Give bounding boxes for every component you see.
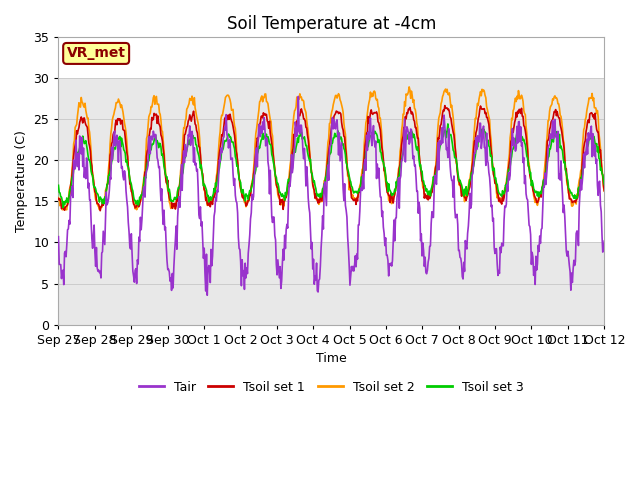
Tair [399, 150, 407, 156]
Tsoil set 3 [59, 204, 67, 210]
Tsoil set 2 [58, 207, 66, 213]
Tsoil set 3 [415, 148, 422, 154]
Y-axis label: Temperature (C): Temperature (C) [15, 130, 28, 232]
Tsoil set 3 [65, 192, 73, 198]
Tsoil set 3 [177, 172, 184, 178]
Tsoil set 1 [97, 208, 104, 214]
Title: Soil Temperature at -4cm: Soil Temperature at -4cm [227, 15, 436, 33]
Tsoil set 2 [415, 149, 423, 155]
Tsoil set 1 [415, 135, 422, 141]
Bar [58, 242, 604, 324]
Tsoil set 2 [405, 84, 413, 90]
Tair [204, 292, 211, 298]
Tsoil set 3 [600, 181, 608, 187]
Tsoil set 1 [441, 103, 449, 108]
Tsoil set 1 [399, 137, 406, 143]
Tsoil set 1 [600, 188, 608, 193]
Tsoil set 2 [177, 167, 184, 173]
Line: Tair: Tair [58, 96, 604, 295]
Tsoil set 1 [54, 196, 62, 202]
Tair [415, 200, 423, 205]
Tsoil set 3 [444, 121, 452, 127]
Tair [54, 234, 62, 240]
Tsoil set 1 [205, 198, 213, 204]
X-axis label: Time: Time [316, 352, 347, 365]
Legend: Tair, Tsoil set 1, Tsoil set 2, Tsoil set 3: Tair, Tsoil set 1, Tsoil set 2, Tsoil se… [134, 376, 529, 399]
Tsoil set 2 [205, 203, 213, 208]
Tair [65, 226, 72, 232]
Tsoil set 2 [122, 124, 129, 130]
Tsoil set 2 [54, 195, 62, 201]
Text: VR_met: VR_met [67, 47, 125, 60]
Tsoil set 2 [65, 189, 73, 195]
Tsoil set 1 [122, 135, 129, 141]
Tsoil set 3 [205, 196, 213, 202]
Tsoil set 3 [399, 153, 406, 159]
Tair [121, 168, 129, 174]
Tair [600, 238, 608, 244]
Tair [176, 204, 184, 210]
Tsoil set 2 [399, 122, 406, 128]
Bar [58, 78, 604, 160]
Line: Tsoil set 3: Tsoil set 3 [58, 124, 604, 207]
Tair [294, 94, 302, 99]
Line: Tsoil set 1: Tsoil set 1 [58, 106, 604, 211]
Tsoil set 2 [600, 188, 608, 194]
Tsoil set 1 [177, 175, 184, 181]
Tsoil set 3 [54, 182, 62, 188]
Tair [205, 267, 213, 273]
Tsoil set 3 [122, 150, 129, 156]
Line: Tsoil set 2: Tsoil set 2 [58, 87, 604, 210]
Tsoil set 1 [65, 199, 72, 204]
